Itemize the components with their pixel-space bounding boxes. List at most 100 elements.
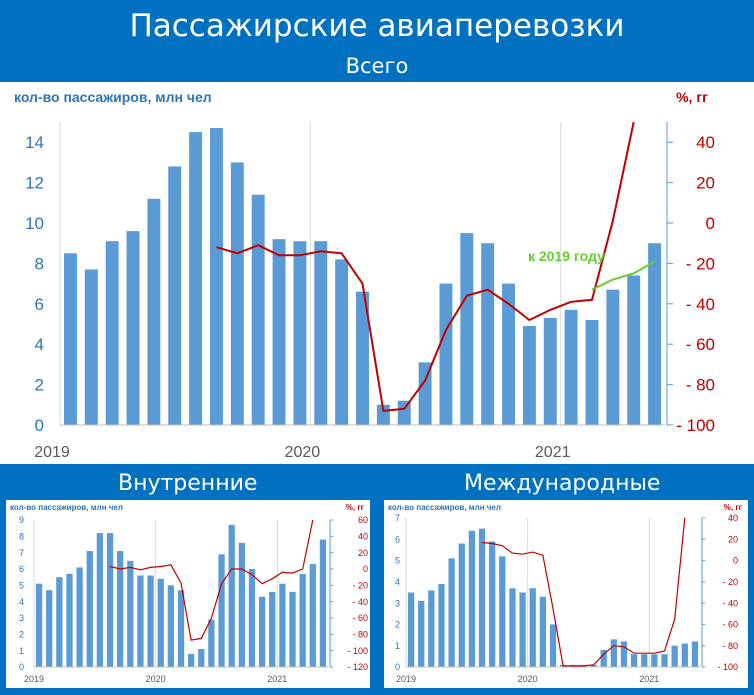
- left-tick-label: 9: [19, 515, 24, 525]
- bar: [137, 575, 144, 667]
- bar: [269, 591, 276, 667]
- left-tick-label: 4: [395, 577, 400, 587]
- vs-2019-annotation: к 2019 году: [528, 248, 605, 264]
- left-axis-unit: кол-во пассажиров, млн чел: [10, 503, 123, 512]
- bar: [293, 241, 307, 425]
- right-tick-label: - 60: [686, 335, 715, 354]
- bar: [356, 291, 369, 425]
- bar: [147, 575, 154, 667]
- right-tick-label: - 60: [352, 613, 368, 623]
- x-tick-label: 2021: [267, 674, 287, 684]
- right-tick-label: - 20: [686, 254, 715, 273]
- bar: [661, 654, 668, 667]
- bar: [147, 198, 161, 425]
- bar: [189, 132, 203, 425]
- bar: [258, 596, 266, 667]
- bar: [168, 166, 182, 425]
- bar: [539, 596, 547, 667]
- left-tick-label: 8: [35, 254, 44, 273]
- bar: [418, 601, 425, 667]
- right-tick-label: - 80: [686, 376, 715, 395]
- bar: [248, 569, 256, 667]
- bar: [397, 400, 411, 425]
- bar: [478, 528, 486, 667]
- left-tick-label: 1: [19, 646, 24, 656]
- bar: [458, 543, 465, 667]
- x-tick-label: 2021: [535, 444, 571, 461]
- right-tick-label: 40: [358, 531, 368, 541]
- yoy-change-line: [216, 121, 635, 412]
- bar: [272, 239, 286, 425]
- bar: [279, 583, 286, 667]
- bar: [187, 653, 195, 667]
- bar: [84, 269, 98, 425]
- left-axis-unit: кол-во пассажиров, млн чел: [388, 503, 501, 512]
- bar: [127, 560, 134, 667]
- left-tick-label: 14: [25, 133, 44, 152]
- bar: [218, 554, 225, 667]
- left-tick-label: 6: [19, 564, 24, 574]
- right-tick-label: - 20: [352, 580, 368, 590]
- right-tick-label: 20: [358, 548, 368, 558]
- bar: [208, 619, 215, 667]
- bar: [438, 583, 445, 667]
- bar: [499, 556, 506, 667]
- bar: [651, 654, 658, 667]
- left-tick-label: 3: [19, 613, 24, 623]
- bar: [177, 590, 185, 667]
- left-tick-label: 2: [19, 629, 24, 639]
- left-tick-label: 5: [19, 580, 24, 590]
- chart-total: кол-во пассажиров, млн чел %, гг 0 2 4 6 8 10 12…: [14, 89, 715, 461]
- bar: [289, 591, 296, 667]
- bar: [209, 128, 223, 425]
- bar: [428, 590, 435, 667]
- right-axis-unit: %, гг: [346, 503, 365, 512]
- bar: [620, 641, 628, 667]
- bar: [56, 577, 63, 667]
- bar: [522, 326, 536, 425]
- left-tick-label: 7: [395, 513, 400, 523]
- bar: [46, 590, 53, 667]
- x-tick-label: 2019: [24, 674, 44, 684]
- bar: [314, 241, 328, 425]
- section-title-domestic: Внутренние: [118, 471, 258, 496]
- bar: [299, 573, 306, 667]
- bar: [418, 362, 432, 425]
- bar: [681, 643, 688, 667]
- x-tick-label: 2020: [518, 674, 538, 684]
- bar: [610, 639, 617, 667]
- left-tick-label: 10: [25, 214, 44, 233]
- bar: [564, 309, 578, 425]
- bar: [600, 649, 607, 667]
- x-tick-label: 2019: [396, 674, 416, 684]
- right-tick-label: 40: [728, 513, 738, 523]
- yoy-change-line: [109, 519, 314, 641]
- bar: [117, 551, 124, 667]
- right-tick-label: - 40: [686, 295, 715, 314]
- chart-panel-total: кол-во пассажиров, млн чел %, гг 0 2 4 6 8 10 12…: [0, 82, 754, 464]
- bar: [335, 259, 349, 425]
- right-tick-label: - 80: [352, 629, 368, 639]
- bar: [648, 243, 662, 425]
- left-tick-label: 4: [35, 335, 44, 354]
- left-tick-label: 0: [19, 662, 24, 672]
- bar: [543, 317, 557, 425]
- bar: [460, 233, 474, 425]
- bar: [76, 567, 83, 667]
- right-tick-label: - 100: [676, 416, 715, 435]
- bar: [96, 533, 104, 667]
- bar: [585, 319, 599, 425]
- bar: [167, 585, 175, 667]
- right-tick-label: 20: [728, 534, 738, 544]
- bar: [439, 283, 453, 425]
- left-tick-label: 7: [19, 548, 24, 558]
- bar: [671, 645, 678, 667]
- bar: [105, 241, 119, 425]
- left-tick-label: 0: [35, 416, 44, 435]
- bar: [66, 573, 73, 667]
- bar: [549, 624, 557, 667]
- bar: [126, 231, 140, 425]
- bar: [590, 664, 597, 667]
- bar: [448, 558, 455, 667]
- bar: [481, 243, 495, 425]
